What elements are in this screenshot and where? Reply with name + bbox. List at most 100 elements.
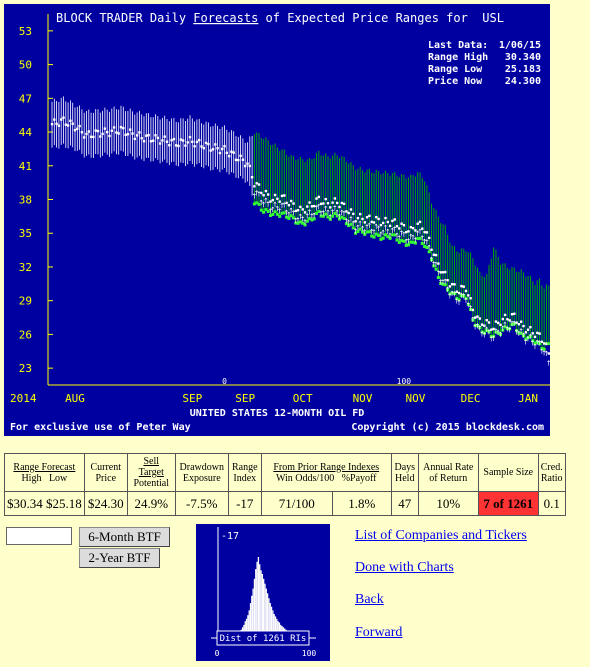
price-arrow-icon: ↑ bbox=[364, 223, 370, 231]
forecast-low-mark bbox=[404, 243, 408, 247]
price-arrow-icon: ↑ bbox=[523, 338, 529, 346]
price-mark bbox=[319, 202, 323, 206]
main-chart: 23 26 29 32 35 38 41 44 47 50 53 2014 AUG SEP SEP OCT N… bbox=[4, 4, 550, 436]
forecast-low-mark bbox=[436, 276, 440, 280]
price-arrow-icon: ↑ bbox=[509, 320, 515, 328]
price-mark bbox=[439, 271, 442, 274]
price-mark bbox=[53, 118, 56, 121]
price-arrow-icon: ↑ bbox=[470, 316, 476, 324]
forecast-low-mark bbox=[340, 215, 344, 219]
price-mark bbox=[444, 270, 447, 274]
price-mark bbox=[526, 328, 530, 331]
ticker-input[interactable] bbox=[6, 527, 72, 545]
price-arrow-icon: ↑ bbox=[325, 209, 331, 217]
price-arrow-icon: ↑ bbox=[258, 199, 264, 207]
price-mark bbox=[285, 201, 288, 205]
price-arrow-icon: ↑ bbox=[263, 197, 269, 205]
cred-ratio-value: 0.1 bbox=[537, 491, 566, 516]
price-mark bbox=[308, 201, 311, 204]
price-mark bbox=[278, 200, 281, 203]
price-mark bbox=[448, 285, 452, 288]
price-arrow-icon: ↑ bbox=[486, 328, 492, 336]
forecast-low-mark bbox=[519, 331, 523, 335]
two-year-btf-button[interactable]: 2-Year BTF bbox=[79, 548, 160, 568]
price-mark bbox=[451, 283, 454, 286]
price-mark bbox=[533, 335, 537, 339]
price-arrow-icon: ↑ bbox=[357, 220, 363, 228]
forecast-low-mark bbox=[296, 221, 300, 225]
price-arrow-icon: ↑ bbox=[417, 228, 423, 236]
x-axis-title: UNITED STATES 12-MONTH OIL FD bbox=[190, 408, 365, 419]
price-mark bbox=[264, 189, 268, 193]
histogram-bar bbox=[248, 610, 250, 637]
price-mark bbox=[184, 144, 187, 147]
price-arrow-icon: ↑ bbox=[314, 205, 320, 213]
price-mark bbox=[83, 136, 86, 139]
back-link[interactable]: Back bbox=[355, 592, 384, 607]
price-mark bbox=[354, 220, 357, 223]
forward-link[interactable]: Forward bbox=[355, 625, 403, 640]
price-mark bbox=[115, 131, 118, 134]
price-arrow-icon: ↑ bbox=[518, 328, 524, 336]
price-mark bbox=[168, 144, 171, 147]
histogram-bar bbox=[245, 618, 248, 637]
price-arrow-icon: ↑ bbox=[399, 230, 405, 238]
forecast-low-mark bbox=[531, 339, 535, 343]
price-arrow-icon: ↑ bbox=[458, 292, 464, 300]
price-arrow-icon: ↑ bbox=[327, 213, 333, 221]
range-high-value: 30.340 bbox=[505, 52, 541, 63]
forecast-low-mark bbox=[457, 298, 461, 302]
forecast-low-mark bbox=[487, 330, 491, 334]
y-tick-label: 32 bbox=[19, 261, 32, 274]
list-companies-link[interactable]: List of Companies and Tickers bbox=[355, 528, 527, 543]
price-arrow-icon: ↑ bbox=[511, 320, 517, 328]
forecasts-link[interactable]: Forecasts bbox=[193, 11, 258, 25]
price-mark bbox=[103, 127, 107, 130]
y-tick-label: 35 bbox=[19, 227, 32, 240]
price-mark bbox=[513, 312, 516, 315]
price-mark bbox=[280, 194, 284, 198]
x-tick-label: AUG bbox=[65, 392, 85, 405]
forecast-low-mark bbox=[301, 221, 305, 225]
histogram-bar bbox=[268, 598, 270, 637]
price-arrow-icon: ↑ bbox=[380, 229, 386, 237]
price-arrow-icon: ↑ bbox=[251, 192, 257, 200]
price-arrow-icon: ↑ bbox=[403, 238, 409, 246]
price-arrow-icon: ↑ bbox=[454, 298, 460, 306]
histogram-bar bbox=[266, 593, 269, 637]
price-mark bbox=[379, 223, 383, 227]
price-mark bbox=[510, 313, 514, 316]
forecast-low-mark bbox=[434, 267, 438, 271]
range-index-header: Range Index bbox=[227, 453, 262, 492]
forecast-low-mark bbox=[361, 230, 364, 234]
price-arrow-icon: ↑ bbox=[254, 189, 260, 197]
price-mark bbox=[388, 224, 392, 228]
price-arrow-icon: ↑ bbox=[532, 343, 538, 351]
histogram-bar bbox=[263, 578, 265, 637]
price-mark bbox=[170, 139, 173, 142]
price-mark bbox=[69, 119, 72, 122]
forecast-low-mark bbox=[453, 292, 456, 296]
price-mark bbox=[214, 143, 217, 146]
range-forecast-values: $30.34 $25.18 bbox=[4, 491, 85, 516]
six-month-btf-button[interactable]: 6-Month BTF bbox=[79, 527, 170, 547]
cred-ratio-header: Cred. Ratio bbox=[537, 453, 566, 492]
price-mark bbox=[418, 220, 422, 224]
histogram-tick-100: 100 bbox=[302, 649, 317, 658]
price-mark bbox=[310, 205, 314, 208]
forecast-low-mark bbox=[540, 346, 544, 350]
price-mark bbox=[287, 204, 291, 207]
y-tick-label: 41 bbox=[19, 160, 32, 173]
price-arrow-icon: ↑ bbox=[320, 210, 326, 218]
forecast-low-mark bbox=[273, 210, 277, 214]
price-mark bbox=[80, 131, 84, 134]
forecast-low-mark bbox=[499, 333, 502, 337]
forecast-low-mark bbox=[476, 324, 479, 328]
price-mark bbox=[253, 185, 256, 188]
price-arrow-icon: ↑ bbox=[488, 336, 494, 344]
done-with-charts-link[interactable]: Done with Charts bbox=[355, 560, 454, 575]
price-arrow-icon: ↑ bbox=[387, 232, 393, 240]
sell-target-header: Sell Target Potential bbox=[126, 453, 176, 492]
price-mark bbox=[129, 128, 132, 131]
win-odds-value: 71/100 bbox=[260, 491, 333, 516]
